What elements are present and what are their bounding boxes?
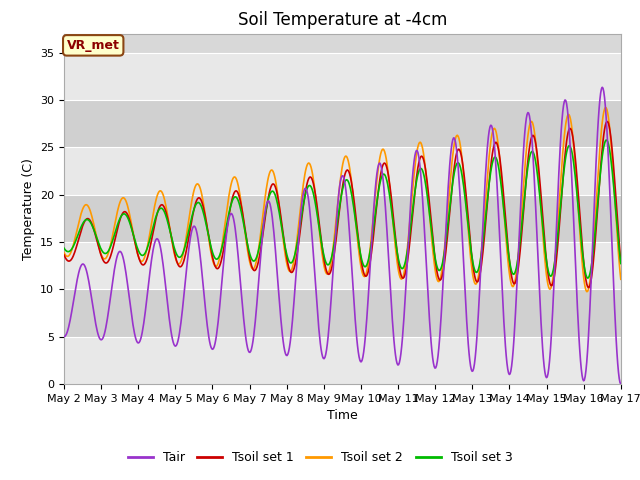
Tsoil set 2 [583, 289, 591, 295]
Tsoil set 3 [426, 218, 434, 224]
Line: Tsoil set 1: Tsoil set 1 [64, 121, 621, 288]
Tsoil set 2 [617, 276, 625, 282]
Bar [64, 100, 621, 147]
Tair [426, 329, 434, 335]
Y-axis label: Temperature (C): Temperature (C) [22, 158, 35, 260]
Tair [127, 311, 135, 317]
Tsoil set 3 [410, 195, 418, 201]
Tsoil set 3 [70, 242, 78, 248]
Tair [410, 159, 418, 165]
Legend: Tair, Tsoil set 1, Tsoil set 2, Tsoil set 3: Tair, Tsoil set 1, Tsoil set 2, Tsoil se… [123, 446, 517, 469]
Tsoil set 1 [617, 260, 625, 265]
Tsoil set 3 [214, 256, 221, 262]
Tsoil set 2 [70, 240, 78, 245]
Tsoil set 2 [214, 262, 221, 268]
Bar [64, 289, 621, 336]
Tsoil set 3 [127, 225, 135, 231]
Tair [70, 295, 78, 300]
Title: Soil Temperature at -4cm: Soil Temperature at -4cm [237, 11, 447, 29]
Tsoil set 1 [60, 252, 68, 258]
Tsoil set 1 [410, 197, 418, 203]
Tsoil set 2 [60, 250, 68, 255]
Tsoil set 1 [584, 285, 592, 290]
Bar [64, 242, 621, 289]
Line: Tsoil set 3: Tsoil set 3 [64, 140, 621, 278]
Tsoil set 2 [602, 105, 609, 110]
Tsoil set 1 [70, 251, 78, 257]
Tsoil set 1 [127, 224, 135, 229]
Tair [184, 253, 192, 259]
Tsoil set 2 [426, 220, 434, 226]
Tsoil set 1 [184, 240, 192, 245]
Tair [598, 84, 606, 90]
Text: VR_met: VR_met [67, 39, 120, 52]
Line: Tsoil set 2: Tsoil set 2 [64, 108, 621, 292]
Tsoil set 1 [426, 209, 434, 215]
Bar [64, 194, 621, 242]
Tsoil set 2 [410, 172, 418, 178]
Tsoil set 3 [584, 275, 591, 281]
Tsoil set 2 [127, 220, 135, 226]
Tsoil set 1 [214, 266, 221, 272]
Line: Tair: Tair [64, 87, 621, 384]
Tsoil set 3 [617, 261, 625, 266]
X-axis label: Time: Time [327, 409, 358, 422]
Tsoil set 2 [184, 223, 192, 228]
Bar [64, 336, 621, 384]
Tair [617, 381, 625, 387]
Tair [214, 326, 221, 332]
Tsoil set 3 [60, 245, 68, 251]
Tsoil set 1 [603, 119, 611, 124]
Tsoil set 3 [184, 232, 192, 238]
Bar [64, 147, 621, 194]
Tair [60, 334, 68, 339]
Tsoil set 3 [602, 137, 610, 143]
Bar [64, 52, 621, 100]
